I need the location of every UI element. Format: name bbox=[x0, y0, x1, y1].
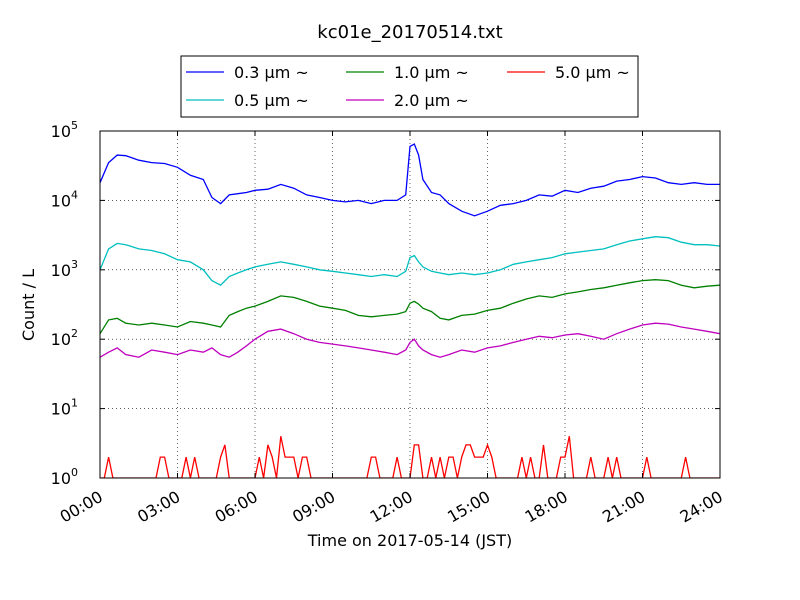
series-line-3 bbox=[100, 322, 720, 358]
x-tick-label: 00:00 bbox=[57, 487, 106, 527]
legend-box bbox=[180, 55, 639, 118]
series-line-2 bbox=[100, 279, 720, 335]
x-axis-label: Time on 2017-05-14 (JST) bbox=[307, 531, 512, 550]
series-line-1 bbox=[100, 236, 720, 287]
chart-title: kc01e_20170514.txt bbox=[317, 22, 502, 43]
x-tick-label: 12:00 bbox=[367, 487, 416, 527]
y-tick-label: 103 bbox=[51, 258, 78, 280]
y-tick-label: 104 bbox=[51, 188, 78, 210]
legend-label-3: 2.0 μm ~ bbox=[394, 91, 469, 110]
series-line-0 bbox=[100, 143, 720, 217]
x-tick-label: 03:00 bbox=[134, 487, 183, 527]
legend-label-2: 1.0 μm ~ bbox=[394, 63, 469, 82]
legend-label-0: 0.3 μm ~ bbox=[234, 63, 309, 82]
x-tick-label: 09:00 bbox=[289, 487, 338, 527]
legend-label-4: 5.0 μm ~ bbox=[555, 63, 630, 82]
plot-area: 00:00 03:00 06:00 09:00 12:00 15:00 18:00 21:00… bbox=[51, 119, 726, 527]
legend: 0.3 μm ~ 0.5 μm ~ 1.0 μm ~ 2.0 μm ~ 5.0 μm ~ bbox=[180, 55, 639, 118]
series-line-4 bbox=[100, 436, 720, 478]
y-tick-label: 102 bbox=[51, 327, 78, 349]
legend-label-1: 0.5 μm ~ bbox=[234, 91, 309, 110]
x-tick-label: 15:00 bbox=[444, 487, 493, 527]
x-tick-label: 24:00 bbox=[677, 487, 726, 527]
y-tick-label: 101 bbox=[51, 397, 78, 419]
x-tick-label: 06:00 bbox=[212, 487, 261, 527]
x-tick-label: 18:00 bbox=[522, 487, 571, 527]
x-tick-label: 21:00 bbox=[599, 487, 648, 527]
y-tick-label: 100 bbox=[51, 466, 78, 488]
y-tick-label: 105 bbox=[51, 119, 78, 141]
y-axis-label: Count / L bbox=[19, 269, 38, 341]
